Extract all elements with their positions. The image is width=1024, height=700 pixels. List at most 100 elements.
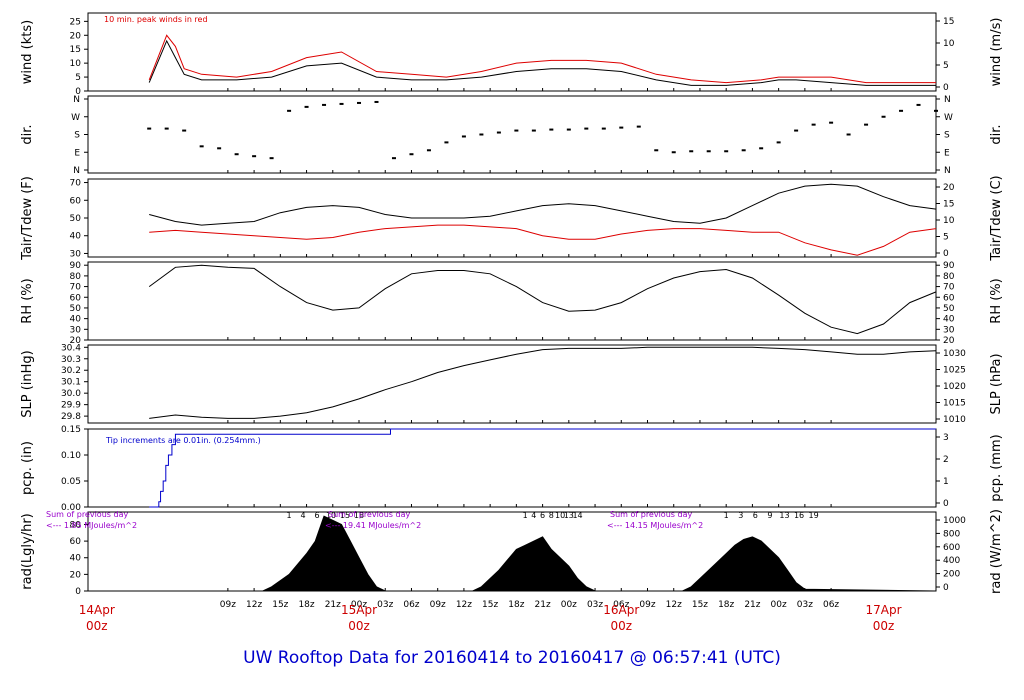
dir-point [916,103,921,106]
slp-ytick-label-right: 1020 [943,382,966,392]
dir-point [724,150,729,153]
dir-point [566,128,571,131]
x-tick-label: 18z [298,600,314,610]
wind-ytick-label: 0 [75,87,81,97]
dir-point [147,127,152,130]
dir-ytick-label-right: E [944,148,950,158]
panel-wind: wind (kts) wind (m/s) 0 5 10 15 20 25 0 5 10 15 [20,12,1004,97]
radiation-ytick-label-right: 600 [943,543,960,553]
dir-point [357,101,362,104]
rh-ytick-label: 90 [70,261,82,271]
dir-point [741,149,746,152]
x-tick-label: 09z [220,600,236,610]
radiation-hour-label: 18 [354,511,364,520]
wind-ytick-label: 10 [70,59,82,69]
radiation-hour-label: 6 [753,511,758,520]
dir-point [304,105,309,108]
wind-ytick-label: 20 [70,31,82,41]
x-tick-label: 21z [325,600,341,610]
x-tick-label: 06z [823,600,839,610]
dir-point [584,127,589,130]
wind-peak-note: 10 min. peak winds in red [104,15,208,24]
radiation-hour-label: 14 [572,511,582,520]
rh-line [148,264,937,335]
wind-ylabel-right: wind (m/s) [989,18,1004,87]
dir-ytick-label: E [74,148,80,158]
temperature-ytick-label: 40 [70,232,82,242]
radiation-hour-label: 1 [287,511,292,520]
rh-ytick-label-right: 50 [943,304,955,314]
radiation-hour-label: 16 [794,511,804,520]
temperature-ylabel: Tair/Tdew (F) [20,176,35,261]
rad-sum-1-b: <--- 1.85 MJoules/m^2 [46,521,137,530]
wind-ytick-label: 5 [75,73,81,83]
x-tick-label: 21z [535,600,551,610]
x-date-sublabel: 00z [348,619,370,633]
rh-frame [87,261,937,341]
dir-point [426,149,431,152]
dir-ylabel-right: dir. [989,124,1004,144]
temperature-ytick-label-right: 0 [943,249,949,259]
dir-point [374,100,379,103]
precip-line [149,428,936,508]
dir-point [846,133,851,136]
precip-ylabel-right: pcp. (mm) [989,434,1004,501]
panel-radiation: rad(Lgly/hr) rad (W/m^2)02040608002004006… [20,509,1004,597]
dir-point [759,147,764,150]
wind-ytick-label: 15 [70,45,81,55]
x-tick-label: 12z [666,600,682,610]
pcp-tip-note: Tip increments are 0.01in. (0.254mm.) [105,436,261,445]
dir-point [636,125,641,128]
dir-point [444,141,449,144]
slp-ytick-label-right: 1010 [943,415,966,425]
radiation-hour-label: 9 [767,511,772,520]
wind-ylabel: wind (kts) [20,20,35,84]
footer-title: UW Rooftop Data for 20160414 to 20160417… [243,648,781,668]
x-tick-label: 18z [718,600,734,610]
dir-point [881,115,886,118]
dir-point [199,145,204,148]
temperature-ytick-label-right: 10 [943,216,955,226]
slp-ytick-label: 29.8 [61,412,81,422]
rh-ytick-label-right: 90 [943,261,955,271]
dir-point [496,131,501,134]
x-tick-label: 09z [430,600,446,610]
precip-ylabel: pcp. (in) [20,441,35,495]
x-tick-label: 15z [272,600,288,610]
wind-series-peak [148,34,936,84]
dir-point [706,150,711,153]
x-date-sublabel: 00z [86,619,108,633]
x-tick-label: 18z [508,600,524,610]
wind-ytick-label-right: 0 [943,83,949,93]
radiation-ytick-label: 80 [70,520,82,530]
slp-frame [87,344,937,424]
wind-ytick-label: 25 [70,17,81,27]
dir-point [531,129,536,132]
radiation-hour-label: 1 [523,511,528,520]
rad-sum-3-b: <--- 14.15 MJoules/m^2 [607,521,703,530]
dir-ytick-label-right: N [944,166,951,176]
dir-point [671,151,676,154]
slp-ytick-label-right: 1015 [943,399,966,409]
radiation-hour-label: 15 [340,511,350,520]
radiation-ytick-label-right: 400 [943,556,960,566]
dir-frame [87,95,937,174]
rad-sum-1-a: Sum of previous day [46,510,128,519]
x-tick-label: 00z [351,600,367,610]
dir-point [409,153,414,156]
slp-ylabel-right: SLP (hPa) [989,353,1004,414]
x-tick-label: 03z [797,600,813,610]
dir-point [864,123,869,126]
rad-sum-3-a: Sum of previous day [610,510,692,519]
dir-point [934,109,938,112]
rh-ytick-label-right: 40 [943,315,955,325]
dir-point [269,157,274,160]
radiation-hour-label: 10 [326,511,336,520]
dir-point [182,129,187,132]
rh-ytick-label-right: 60 [943,293,955,303]
dir-point [322,103,327,106]
radiation-hour-label: 10 [555,511,565,520]
rh-ytick-label: 40 [70,315,82,325]
rh-ylabel: RH (%) [20,278,35,323]
dir-point [619,126,624,129]
